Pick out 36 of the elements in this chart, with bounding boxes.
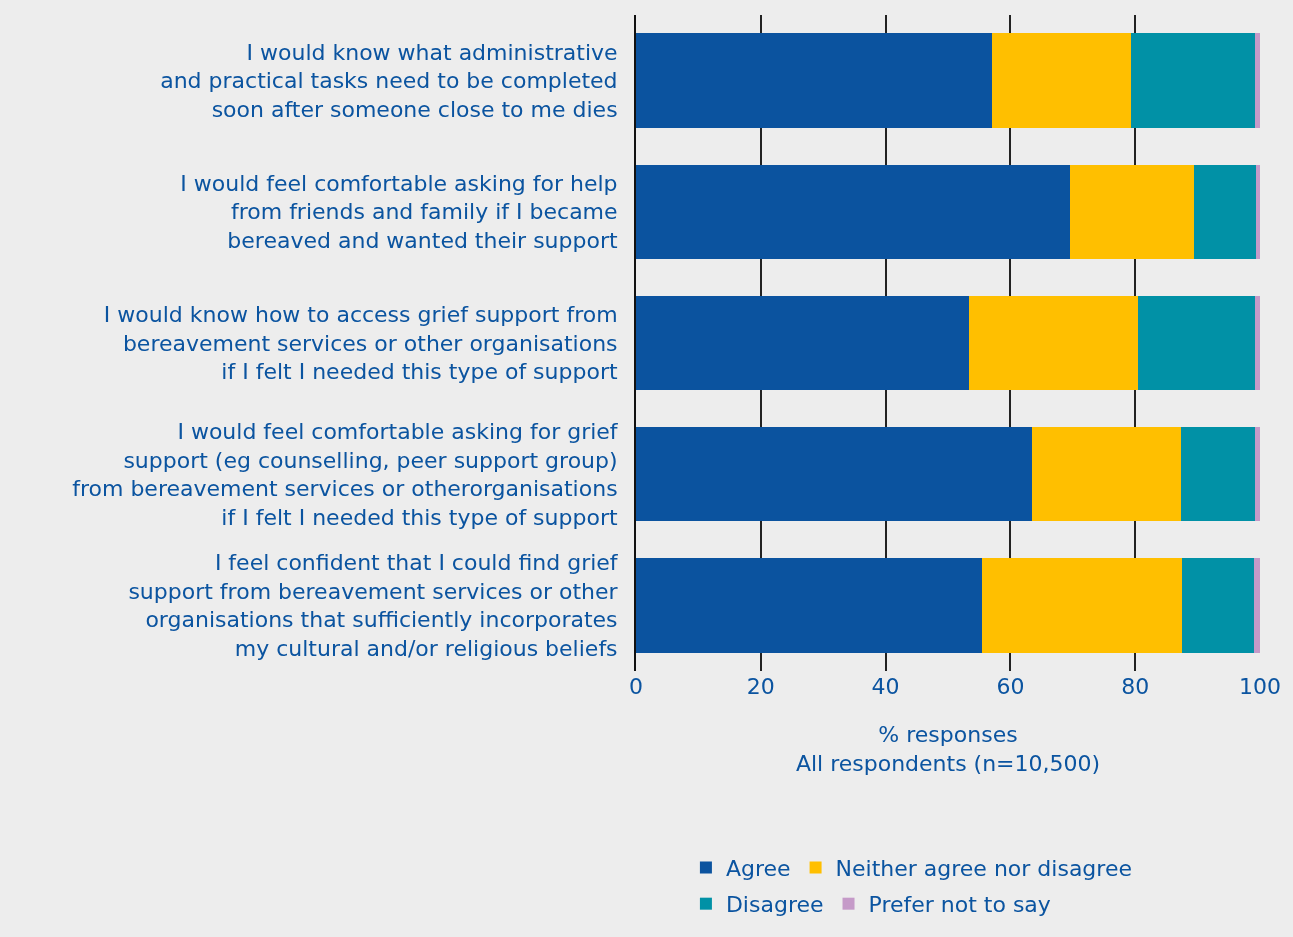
x-tick-label: 100 <box>1239 674 1281 699</box>
bar <box>1031 426 1181 522</box>
legend-label: Prefer not to say <box>868 892 1051 918</box>
bar <box>1256 164 1260 260</box>
x-tick-label: 40 <box>871 674 900 699</box>
bar <box>636 295 969 391</box>
bar <box>1131 33 1256 128</box>
bar <box>991 33 1132 128</box>
y-tick-label: I feel confident that I could find grief support from bereavement services or other organisations that sufficiently incorporates my cultural and/or religious beliefs <box>128 550 619 661</box>
legend-label: Agree <box>725 856 791 882</box>
legend-label: Neither agree nor disagree <box>835 856 1132 882</box>
bar <box>981 558 1182 653</box>
y-tick-label: I would feel comfortable asking for help from friends and family if I became bereaved and wanted their support <box>180 170 618 254</box>
bar <box>636 558 982 653</box>
bar <box>1180 426 1256 522</box>
bar <box>1254 558 1260 653</box>
bar <box>636 164 1071 260</box>
bar <box>1137 295 1256 391</box>
bar <box>1193 164 1257 260</box>
y-tick-label: I would feel comfortable asking for grief support (eg counselling, peer support group) from bereavement services or otherorganisations if I felt I needed this type of support <box>72 419 619 530</box>
bar <box>1255 426 1260 522</box>
x-tick-label: 80 <box>1121 674 1150 699</box>
x-tick-label: 0 <box>629 674 643 699</box>
bar <box>1070 164 1194 260</box>
bar <box>1182 558 1255 653</box>
bar <box>968 295 1138 391</box>
y-tick-label: I would know how to access grief support from bereavement services or other organisations if I felt I needed this type of support <box>103 302 618 385</box>
legend-label: Disagree <box>725 892 824 918</box>
bar <box>1255 295 1260 391</box>
y-tick-label: I would know what administrative and practical tasks need to be completed soon after someone close to me dies <box>160 39 618 122</box>
bar <box>636 426 1032 522</box>
bar <box>1255 33 1260 128</box>
x-axis-title: % responses All respondents (n=10,500) <box>795 721 1101 776</box>
x-tick-label: 60 <box>996 674 1025 699</box>
x-tick-label: 20 <box>746 674 775 699</box>
bar <box>636 33 992 128</box>
